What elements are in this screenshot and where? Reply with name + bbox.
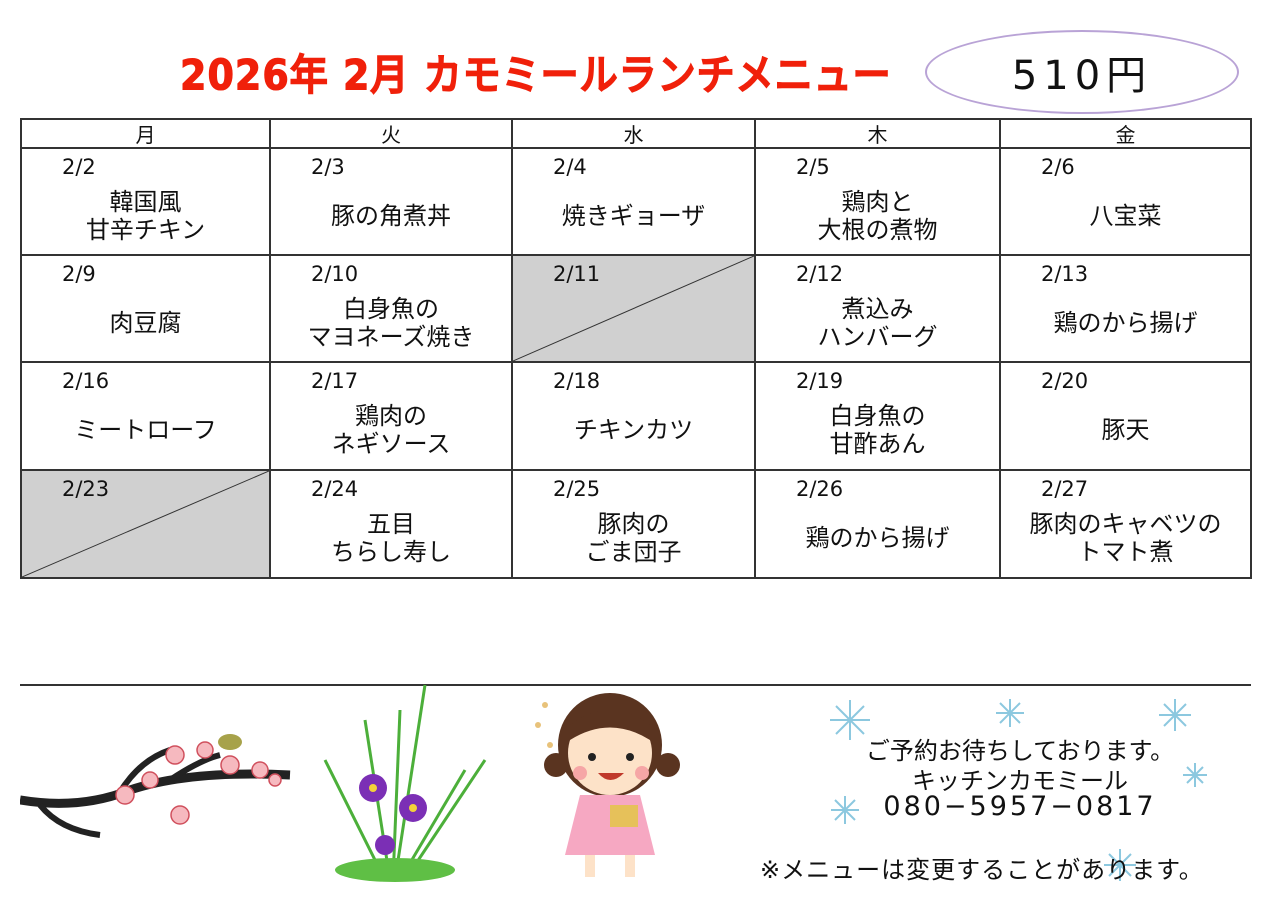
day-date: 2/18 <box>553 369 601 393</box>
price-badge: 510円 <box>925 30 1239 114</box>
day-cell: 2/3 豚の角煮丼 <box>271 149 513 256</box>
menu-calendar: 月火水木金 2/2 韓国風 甘辛チキン 2/3 豚の角煮丼 2/4 焼きギョーザ 2/5 鶏肉と… <box>20 118 1252 579</box>
closed-day-cell: 2/11 <box>513 256 756 363</box>
day-cell: 2/9 肉豆腐 <box>22 256 271 363</box>
day-cell: 2/24 五目 ちらし寿し <box>271 471 513 579</box>
menu-change-note: ※メニューは変更することがあります。 <box>760 856 1204 884</box>
day-cell: 2/10 白身魚の マヨネーズ焼き <box>271 256 513 363</box>
day-menu: 鶏のから揚げ <box>805 524 950 553</box>
day-menu: 八宝菜 <box>1089 201 1162 230</box>
day-date: 2/9 <box>62 262 96 286</box>
day-menu: ミートローフ <box>74 416 217 445</box>
day-menu: 豚肉の ごま団子 <box>585 510 682 566</box>
day-date: 2/25 <box>553 477 601 501</box>
day-date: 2/20 <box>1041 369 1089 393</box>
closed-day-cell: 2/23 <box>22 471 271 579</box>
day-menu: 豚の角煮丼 <box>331 201 451 230</box>
closed-diagonal-line <box>513 256 754 361</box>
day-menu: 韓国風 甘辛チキン <box>85 187 206 244</box>
girl-illustration <box>535 693 680 877</box>
day-date: 2/6 <box>1041 155 1075 179</box>
page-title: 2026年 2月 カモミールランチメニュー <box>180 51 892 101</box>
reservation-text: ご予約お待ちしております。 <box>865 737 1175 765</box>
closed-diagonal-line <box>22 471 269 577</box>
day-menu: 鶏肉の ネギソース <box>331 402 451 458</box>
phone-number: 080−5957−0817 <box>883 791 1157 822</box>
day-date: 2/12 <box>796 262 844 286</box>
day-cell: 2/18 チキンカツ <box>513 363 756 471</box>
day-date: 2/24 <box>311 477 359 501</box>
day-cell: 2/19 白身魚の 甘酢あん <box>756 363 1001 471</box>
day-date: 2/10 <box>311 262 359 286</box>
plum-branch-illustration <box>20 734 291 838</box>
day-cell: 2/4 焼きギョーザ <box>513 149 756 256</box>
day-cell: 2/5 鶏肉と 大根の煮物 <box>756 149 1001 256</box>
shop-name: キッチンカモミール <box>912 767 1128 795</box>
day-cell: 2/25 豚肉の ごま団子 <box>513 471 756 579</box>
day-date: 2/17 <box>311 369 359 393</box>
day-menu: 豚肉のキャベツの トマト煮 <box>1029 510 1222 566</box>
iris-illustration <box>323 684 487 882</box>
day-menu: 鶏のから揚げ <box>1053 308 1198 337</box>
day-date: 2/3 <box>311 155 345 179</box>
day-date: 2/2 <box>62 155 96 179</box>
day-menu: 五目 ちらし寿し <box>331 510 451 566</box>
day-date: 2/4 <box>553 155 587 179</box>
day-menu: 焼きギョーザ <box>561 201 706 230</box>
day-date: 2/23 <box>62 477 110 501</box>
weekday-header: 木 <box>756 120 1001 149</box>
day-date: 2/13 <box>1041 262 1089 286</box>
weekday-header: 月 <box>22 120 271 149</box>
reservation-info: ご予約お待ちしております。 キッチンカモミール 080−5957−0817 <box>820 695 1220 895</box>
day-cell: 2/2 韓国風 甘辛チキン <box>22 149 271 256</box>
day-menu: 豚天 <box>1101 416 1150 445</box>
day-cell: 2/26 鶏のから揚げ <box>756 471 1001 579</box>
day-date: 2/26 <box>796 477 844 501</box>
day-cell: 2/20 豚天 <box>1001 363 1252 471</box>
day-menu: 煮込み ハンバーグ <box>817 294 938 351</box>
day-menu: 鶏肉と 大根の煮物 <box>817 187 938 244</box>
weekday-header: 水 <box>513 120 756 149</box>
snowflake-frame-decoration <box>830 699 1207 881</box>
day-menu: 肉豆腐 <box>109 308 182 337</box>
day-cell: 2/6 八宝菜 <box>1001 149 1252 256</box>
day-menu: 白身魚の 甘酢あん <box>829 402 926 458</box>
day-cell: 2/13 鶏のから揚げ <box>1001 256 1252 363</box>
divider <box>20 684 1251 686</box>
day-menu: チキンカツ <box>573 416 694 445</box>
day-cell: 2/17 鶏肉の ネギソース <box>271 363 513 471</box>
day-cell: 2/12 煮込み ハンバーグ <box>756 256 1001 363</box>
weekday-header: 火 <box>271 120 513 149</box>
day-date: 2/27 <box>1041 477 1089 501</box>
day-cell: 2/16 ミートローフ <box>22 363 271 471</box>
weekday-header: 金 <box>1001 120 1252 149</box>
day-date: 2/5 <box>796 155 830 179</box>
day-date: 2/16 <box>62 369 110 393</box>
day-date: 2/19 <box>796 369 844 393</box>
day-cell: 2/27 豚肉のキャベツの トマト煮 <box>1001 471 1252 579</box>
day-menu: 白身魚の マヨネーズ焼き <box>307 294 475 351</box>
day-date: 2/11 <box>553 262 601 286</box>
